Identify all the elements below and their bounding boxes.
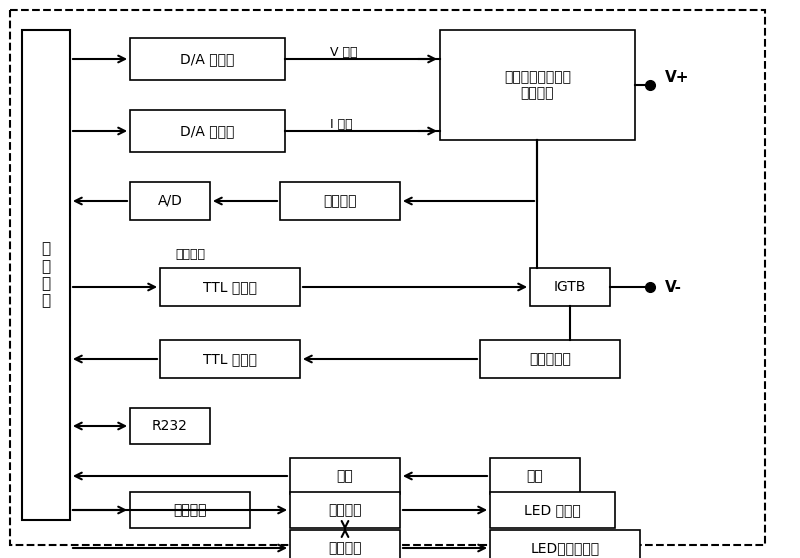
Text: 键盘: 键盘 [526, 469, 543, 483]
Bar [290, 458, 400, 494]
Bar [130, 182, 210, 220]
Bar [490, 492, 615, 528]
Bar [130, 492, 250, 528]
Text: 三相电压电流可控
直流电源: 三相电压电流可控 直流电源 [504, 70, 571, 100]
Bar [130, 110, 285, 152]
Text: V-: V- [665, 280, 682, 295]
Text: 电阻降压: 电阻降压 [323, 194, 357, 208]
Text: D/A 和运放: D/A 和运放 [180, 124, 234, 138]
Bar [440, 30, 635, 140]
Bar [160, 268, 300, 306]
Text: D/A 和运放: D/A 和运放 [180, 52, 234, 66]
Text: A/D: A/D [158, 194, 182, 208]
Text: R232: R232 [152, 419, 188, 433]
Bar [280, 182, 400, 220]
Text: 数码驱动: 数码驱动 [328, 541, 362, 555]
Text: 数据锁存: 数据锁存 [328, 503, 362, 517]
Bar [490, 458, 580, 494]
Text: IGTB: IGTB [554, 280, 586, 294]
Text: V 控制: V 控制 [330, 46, 358, 59]
Text: V+: V+ [665, 70, 690, 85]
Text: 管压降检测: 管压降检测 [529, 352, 571, 366]
Text: LED数码管显示: LED数码管显示 [530, 541, 599, 555]
Bar [290, 530, 400, 558]
Text: 编码: 编码 [337, 469, 354, 483]
Text: TTL 驱动器: TTL 驱动器 [203, 280, 257, 294]
Bar [160, 340, 300, 378]
Bar [490, 530, 640, 558]
Bar [290, 492, 400, 528]
Text: I 控制: I 控制 [330, 118, 353, 131]
Text: 微
处
理
器: 微 处 理 器 [42, 242, 50, 309]
Bar [130, 38, 285, 80]
Bar [22, 30, 70, 520]
Text: TTL 驱动器: TTL 驱动器 [203, 352, 257, 366]
Bar [130, 408, 210, 444]
Text: 开关脉冲: 开关脉冲 [175, 248, 205, 262]
Text: LED 灯显示: LED 灯显示 [524, 503, 581, 517]
Bar [480, 340, 620, 378]
Bar [530, 268, 610, 306]
Text: 地址译码: 地址译码 [174, 503, 206, 517]
